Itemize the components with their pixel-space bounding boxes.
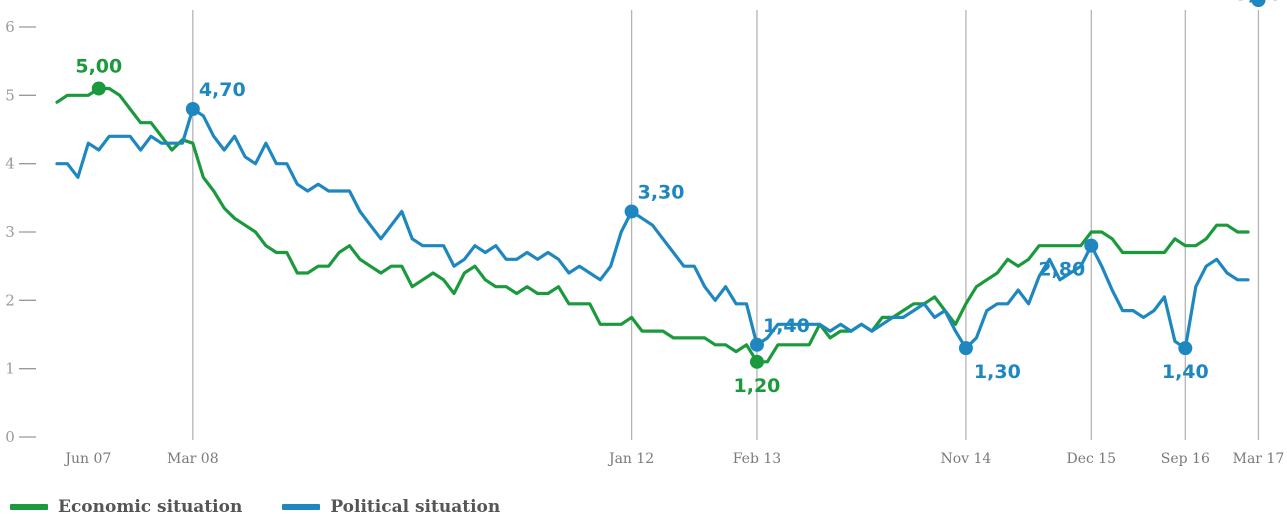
economic-value-label: 1,20 bbox=[734, 375, 781, 397]
political-marker bbox=[1251, 0, 1266, 7]
political-value-label: 1,30 bbox=[974, 361, 1021, 383]
y-tick-label: 6 bbox=[5, 18, 15, 36]
political-marker bbox=[1084, 238, 1099, 253]
political-marker bbox=[624, 204, 639, 219]
political-value-label: 3,30 bbox=[638, 182, 685, 204]
x-tick-label: Mar 08 bbox=[167, 451, 219, 467]
political-marker bbox=[958, 341, 973, 356]
y-tick-label: 5 bbox=[5, 86, 15, 104]
political-marker bbox=[749, 337, 764, 352]
x-tick-label: Nov 14 bbox=[940, 451, 991, 467]
political-series-line bbox=[55, 107, 1250, 350]
y-tick-label: 3 bbox=[5, 223, 15, 241]
economic-marker bbox=[749, 354, 764, 369]
y-tick-label: 2 bbox=[5, 291, 15, 309]
y-tick-label: 1 bbox=[5, 360, 15, 378]
political-value-label: 2,80 bbox=[1038, 259, 1085, 281]
political-value-label: 1,40 bbox=[1162, 361, 1209, 383]
y-tick-label: 0 bbox=[5, 428, 15, 446]
political-value-label: 1,40 bbox=[763, 315, 810, 337]
economic-value-label: 5,00 bbox=[75, 56, 122, 78]
economic-series-line bbox=[55, 86, 1250, 364]
legend-item-political: Political situation bbox=[282, 497, 500, 517]
legend-label-political: Political situation bbox=[330, 497, 501, 517]
x-tick-label: Jun 07 bbox=[63, 451, 111, 467]
political-marker bbox=[185, 102, 200, 116]
political-value-label: 2,30 bbox=[1235, 0, 1282, 5]
economic-marker bbox=[91, 81, 106, 96]
x-tick-label: Dec 15 bbox=[1066, 451, 1116, 467]
political-marker bbox=[1178, 341, 1193, 356]
legend-label-economic: Economic situation bbox=[58, 497, 243, 517]
political-value-label: 4,70 bbox=[199, 79, 246, 101]
legend-item-economic: Economic situation bbox=[10, 497, 242, 517]
y-tick-label: 4 bbox=[5, 155, 15, 173]
legend-swatch-economic bbox=[10, 504, 48, 510]
legend-swatch-political bbox=[282, 504, 321, 510]
legend: Economic situation Political situation bbox=[10, 497, 540, 517]
x-tick-label: Mar 17 bbox=[1233, 451, 1285, 467]
line-chart: 0 1 2 3 4 5 6 Jun 07 Mar 08 Jan 12 Feb 13 Nov 14 Dec… bbox=[5, 0, 1285, 467]
x-tick-label: Sep 16 bbox=[1161, 451, 1210, 467]
x-tick-label: Feb 13 bbox=[733, 451, 781, 467]
x-tick-label: Jan 12 bbox=[607, 451, 654, 467]
